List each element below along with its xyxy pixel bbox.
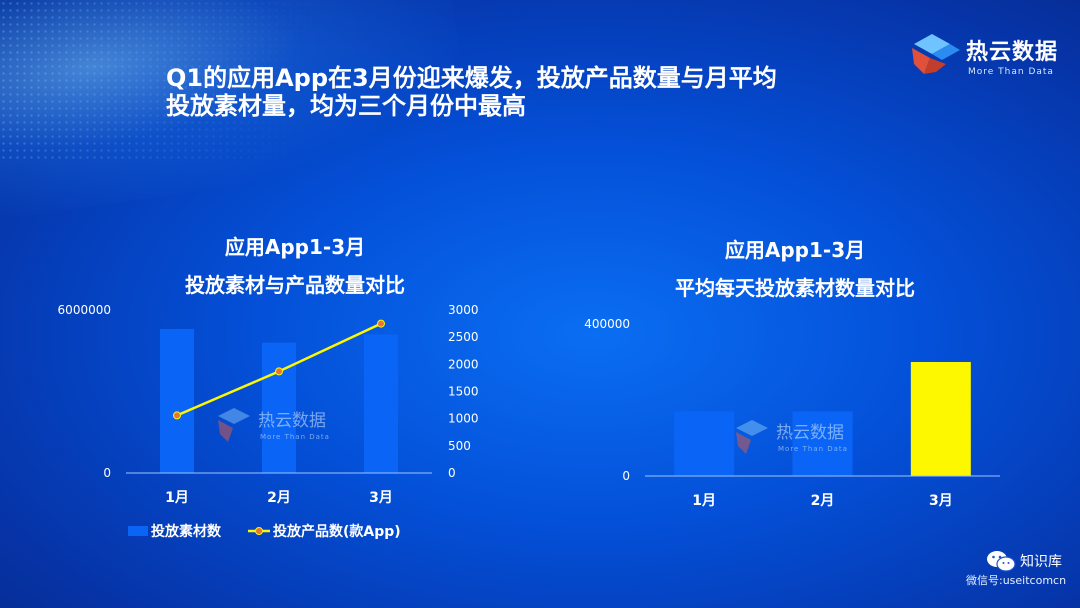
chart1-legend-bar-swatch [128, 526, 148, 536]
watermark-tagline: More Than Data [260, 433, 330, 441]
watermark-cube-top [218, 408, 250, 424]
brand-tagline: More Than Data [968, 67, 1054, 77]
brand-cube-icon [912, 34, 960, 74]
chart1-line-point [377, 319, 385, 328]
chart2-category-label: 2月 [811, 493, 835, 509]
chart1-line-point [173, 411, 181, 420]
chart2-title-line-1: 应用App1-3月 [724, 238, 866, 262]
chart1-category-label: 1月 [165, 490, 189, 506]
chart2-title: 应用App1-3月 平均每天投放素材数量对比 [630, 231, 960, 307]
chart1-right-tick-label: 500 [448, 439, 471, 453]
chart1-category-label: 2月 [267, 490, 291, 506]
chart1-bar [364, 334, 398, 473]
headline-line-1: Q1的应用App在3月份迎来爆发，投放产品数量与月平均 [166, 64, 777, 92]
chart1-right-tick-label: 2000 [448, 357, 479, 371]
chart2-category-label: 1月 [692, 493, 716, 509]
watermark-name: 热云数据 [776, 423, 844, 443]
background-dot-pattern [0, 0, 360, 160]
chart1-left-tick-label: 6000000 [58, 303, 111, 317]
chart1-right-tick-label: 0 [448, 466, 456, 480]
watermark-cube-side [218, 420, 233, 442]
chart1-legend-line-marker [255, 527, 263, 535]
chart2-bar [792, 411, 853, 476]
chart2-tick-label: 0 [622, 469, 630, 483]
chart1-line-point [275, 367, 283, 376]
chart1-left-tick-label: 0 [103, 466, 111, 480]
slide-headline: Q1的应用App在3月份迎来爆发，投放产品数量与月平均 投放素材量，均为三个月份… [166, 64, 886, 120]
chart1-title-line-2: 投放素材与产品数量对比 [185, 273, 405, 297]
chart1-legend-line-label: 投放产品数(款App) [273, 523, 401, 540]
chart1-right-tick-label: 3000 [448, 303, 479, 317]
watermark-cube-side [736, 432, 751, 454]
chart1-right-tick-label: 1000 [448, 412, 479, 426]
chart1-bar [160, 329, 194, 473]
chart1-bar [262, 342, 296, 473]
wechat-icon [987, 551, 1016, 572]
chart2-title-line-2: 平均每天投放素材数量对比 [675, 276, 915, 300]
headline-line-2: 投放素材量，均为三个月份中最高 [166, 92, 526, 120]
watermark-name: 热云数据 [258, 411, 326, 431]
footer-account-name: 知识库 [1020, 554, 1062, 570]
chart1-title-line-1: 应用App1-3月 [224, 235, 366, 259]
chart1-category-label: 3月 [369, 490, 393, 506]
chart1-title: 应用App1-3月 投放素材与产品数量对比 [130, 228, 460, 304]
brand-name: 热云数据 [966, 40, 1059, 65]
watermark-tagline: More Than Data [778, 445, 848, 453]
chart1-legend-bar-label: 投放素材数 [151, 523, 222, 540]
chart1-right-tick-label: 1500 [448, 385, 479, 399]
footer-account-id: 微信号:useitcomcn [966, 574, 1067, 587]
chart2-bar [674, 411, 735, 476]
watermark-cube-top [736, 420, 768, 436]
brand-logo: 热云数据 More Than Data [910, 30, 1070, 80]
chart2-tick-label: 400000 [584, 317, 630, 331]
chart1-right-tick-label: 2500 [448, 330, 479, 344]
chart2-bar [910, 362, 971, 476]
chart2-category-label: 3月 [929, 493, 953, 509]
